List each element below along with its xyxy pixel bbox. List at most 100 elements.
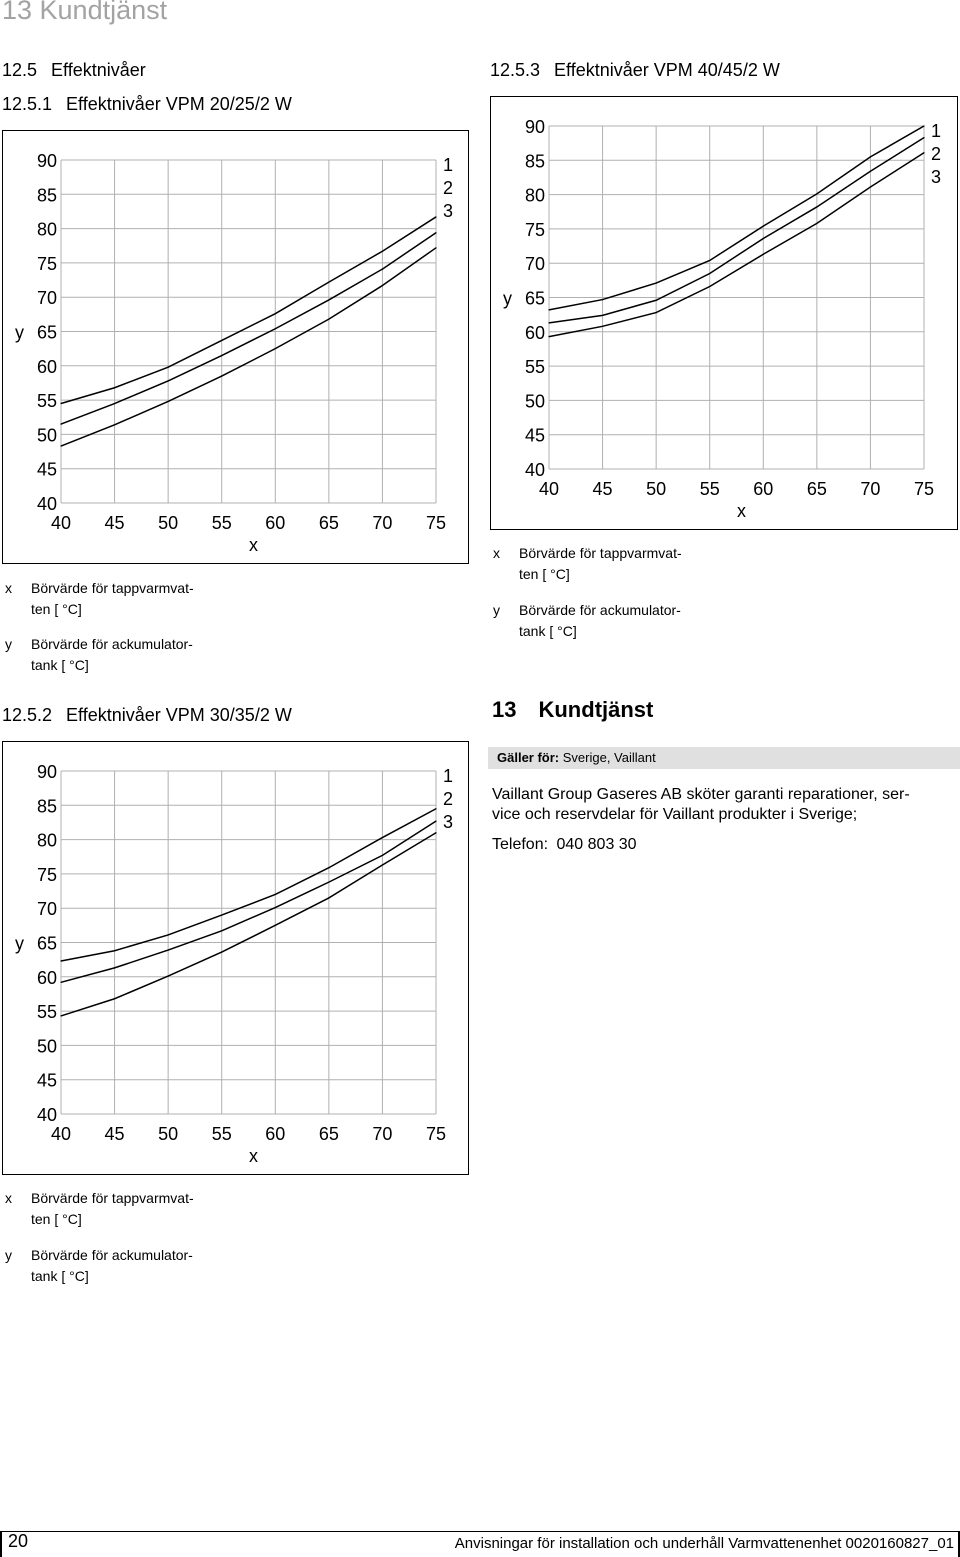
- x-tick-label: 75: [426, 1124, 446, 1144]
- chart-heading-3: 12.5.3 Effektnivåer VPM 40/45/2 W: [490, 60, 780, 81]
- x-tick-label: 65: [319, 513, 339, 533]
- kundtjanst-heading: 13 Kundtjänst: [492, 697, 653, 723]
- series-label-3: 3: [443, 812, 453, 832]
- data-point: [381, 836, 384, 839]
- data-point: [274, 328, 276, 330]
- data-point: [655, 282, 657, 284]
- data-point: [816, 222, 818, 225]
- x-axis-label: x: [249, 535, 258, 555]
- data-point: [60, 445, 62, 447]
- x-tick-label: 70: [372, 1124, 392, 1144]
- y-tick-label: 75: [525, 220, 545, 240]
- x-axis-label: x: [737, 501, 746, 521]
- data-point: [167, 934, 169, 936]
- series-line-3: [60, 247, 437, 447]
- series-label-2: 2: [443, 789, 453, 809]
- legend-key-y: y: [5, 636, 12, 652]
- x-tick-label: 65: [319, 1124, 339, 1144]
- legend-y-line2: tank [ °C]: [31, 1268, 89, 1284]
- chart-number: 12.5.2: [2, 705, 53, 725]
- chart-number: 12.5.1: [2, 94, 53, 114]
- series-line-1: [60, 216, 437, 405]
- data-point: [221, 930, 223, 932]
- x-tick-label: 40: [51, 1124, 71, 1144]
- data-point: [381, 250, 384, 252]
- legend-y-line2: tank [ °C]: [31, 657, 89, 673]
- y-tick-label: 55: [525, 357, 545, 377]
- applies-to-label: Gäller för:: [497, 750, 560, 765]
- data-point: [762, 225, 764, 227]
- y-tick-label: 90: [37, 151, 57, 171]
- data-point: [762, 237, 764, 240]
- data-point: [435, 216, 437, 218]
- data-point: [655, 311, 657, 314]
- y-tick-label: 65: [525, 289, 545, 309]
- data-point: [328, 867, 330, 869]
- x-tick-label: 65: [807, 479, 827, 499]
- section-heading: 12.5 Effektnivåer: [2, 60, 146, 81]
- x-tick-label: 60: [265, 513, 285, 533]
- y-tick-label: 80: [37, 831, 57, 851]
- data-point: [601, 314, 604, 316]
- x-tick-label: 60: [753, 479, 773, 499]
- legend-x-line2: ten [ °C]: [31, 601, 82, 617]
- chart-title: Effektnivåer VPM 40/45/2 W: [554, 60, 780, 80]
- phone-label: Telefon:: [492, 836, 549, 853]
- phone-number: 040 803 30: [556, 836, 637, 853]
- x-tick-label: 60: [265, 1124, 285, 1144]
- x-tick-label: 40: [539, 479, 559, 499]
- page-number: 20: [8, 1531, 29, 1551]
- data-point: [60, 1015, 62, 1017]
- x-tick-label: 55: [700, 479, 720, 499]
- data-point: [923, 152, 925, 154]
- x-tick-label: 55: [212, 1124, 232, 1144]
- x-tick-label: 50: [158, 1124, 178, 1144]
- legend-y-line1: Börvärde för ackumulator-: [519, 602, 681, 618]
- series-label-3: 3: [443, 201, 453, 221]
- data-point: [328, 881, 330, 883]
- y-tick-label: 55: [37, 391, 57, 411]
- legend-key-x: x: [5, 580, 12, 596]
- data-point: [709, 285, 711, 288]
- data-point: [221, 339, 223, 342]
- y-axis-label: y: [15, 323, 24, 343]
- series-label-2: 2: [931, 144, 941, 164]
- series-line-1: [548, 125, 925, 311]
- data-point: [167, 975, 169, 977]
- x-tick-label: 55: [212, 513, 232, 533]
- data-point: [435, 832, 437, 834]
- y-tick-label: 50: [37, 425, 57, 445]
- chart-heading-1: 12.5.1 Effektnivåer VPM 20/25/2 W: [2, 94, 292, 115]
- page-header: 13 Kundtjänst: [2, 0, 168, 25]
- footer-tick-right: [958, 1531, 960, 1557]
- chart-frame-3: 90 85 80 75 70 65 60 55 50 45 40 40 45 50 55 60 65 70 75 x y…: [490, 96, 958, 530]
- data-point: [113, 950, 116, 952]
- y-tick-label: 40: [37, 1105, 57, 1125]
- kundtjanst-number: 13: [492, 697, 517, 722]
- data-point: [328, 318, 330, 320]
- y-tick-label: 80: [37, 220, 57, 240]
- kundtjanst-title: Kundtjänst: [538, 697, 654, 722]
- data-point: [709, 259, 711, 262]
- series-label-2: 2: [443, 178, 453, 198]
- data-point: [328, 281, 330, 283]
- legend-x-line2: ten [ °C]: [31, 1211, 82, 1227]
- section-number: 12.5: [2, 60, 38, 80]
- y-tick-label: 40: [37, 494, 57, 514]
- data-point: [601, 298, 604, 301]
- data-point: [328, 897, 330, 899]
- y-tick-label: 80: [525, 186, 545, 206]
- y-tick-label: 60: [37, 357, 57, 377]
- service-paragraph: Vaillant Group Gaseres AB sköter garanti…: [492, 785, 960, 825]
- legend-y-line2: tank [ °C]: [519, 623, 577, 639]
- y-tick-label: 85: [37, 796, 57, 816]
- data-point: [60, 960, 62, 962]
- applies-to-value: Sverige, Vaillant: [562, 750, 656, 765]
- y-tick-label: 85: [37, 185, 57, 205]
- data-point: [167, 380, 169, 382]
- x-tick-label: 40: [51, 513, 71, 533]
- y-tick-label: 90: [525, 117, 545, 137]
- data-point: [60, 981, 62, 983]
- y-axis-label: y: [15, 934, 24, 954]
